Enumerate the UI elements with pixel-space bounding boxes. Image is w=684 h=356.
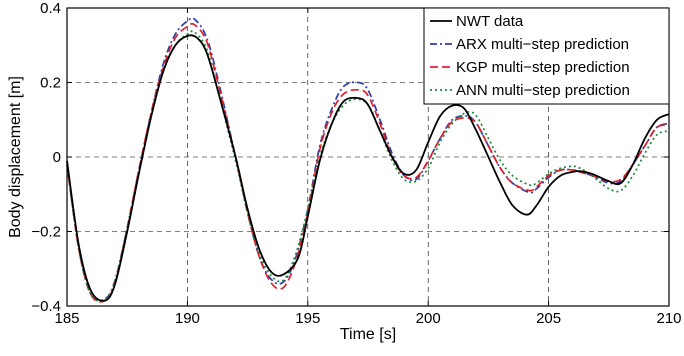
x-tick-label: 195 [295, 310, 320, 327]
x-tick-label: 200 [416, 310, 441, 327]
axis-ticks: 185 190 195 200 205 210 −0.4 −0.2 0 0.2 0.4 [31, 0, 681, 327]
y-tick-label: 0.2 [40, 75, 61, 92]
x-axis-label: Time [s] [340, 326, 396, 343]
x-tick-label: 190 [175, 310, 200, 327]
legend-label: ARX multi−step prediction [456, 36, 629, 53]
x-tick-label: 185 [54, 310, 79, 327]
legend: NWT data ARX multi−step prediction KGP mul… [423, 7, 670, 105]
x-tick-label: 205 [536, 310, 561, 327]
legend-label: NWT data [456, 13, 524, 30]
y-tick-label: −0.2 [31, 224, 61, 241]
y-axis-label: Body displacement [m] [7, 76, 24, 238]
y-tick-label: 0.4 [40, 0, 61, 17]
series-line-2 [66, 22, 670, 303]
y-tick-label: 0 [53, 149, 61, 166]
series-line-0 [66, 34, 670, 302]
legend-label: KGP multi−step prediction [456, 59, 630, 76]
legend-label: ANN multi−step prediction [456, 82, 630, 99]
x-tick-label: 210 [656, 310, 681, 327]
legend-box [423, 7, 670, 105]
y-tick-label: −0.4 [31, 298, 61, 315]
series-layer [66, 17, 670, 303]
